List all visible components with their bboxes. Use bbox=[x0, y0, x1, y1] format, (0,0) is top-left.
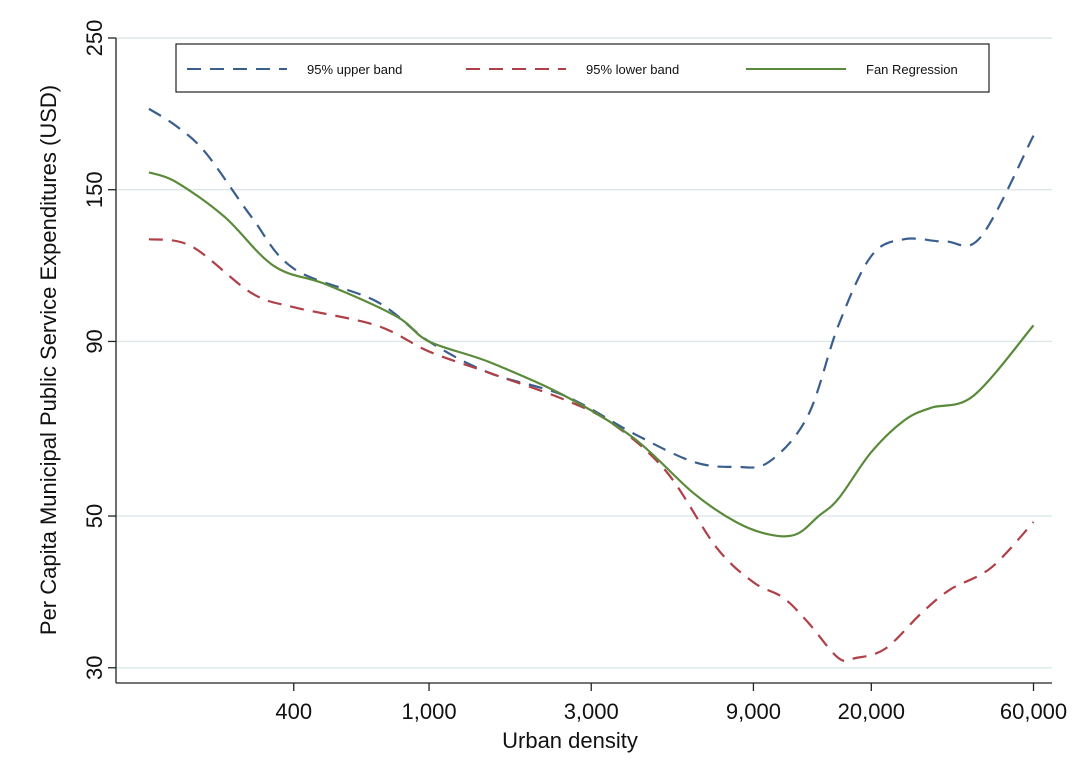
x-tick-label: 9,000 bbox=[726, 699, 781, 724]
y-axis-title: Per Capita Municipal Public Service Expe… bbox=[36, 85, 61, 635]
series-layer bbox=[148, 107, 1035, 663]
y-tick-label: 90 bbox=[82, 329, 107, 353]
y-tick-label: 50 bbox=[82, 504, 107, 528]
legend-box bbox=[175, 43, 990, 93]
series-line-fan-regression bbox=[148, 171, 1035, 538]
legend: 95% upper band 95% lower band Fan Regres… bbox=[175, 43, 990, 93]
y-tick-label: 30 bbox=[82, 656, 107, 680]
x-tick-label: 400 bbox=[275, 699, 312, 724]
legend-label-fan-regression: Fan Regression bbox=[866, 62, 958, 77]
y-tick-label: 250 bbox=[82, 20, 107, 57]
x-tick-label: 1,000 bbox=[402, 699, 457, 724]
series-line-upper-band bbox=[148, 107, 1035, 469]
x-tick-label: 60,000 bbox=[1000, 699, 1067, 724]
legend-label-upper-band: 95% upper band bbox=[307, 62, 402, 77]
x-tick-label: 3,000 bbox=[564, 699, 619, 724]
x-tick-label: 20,000 bbox=[838, 699, 905, 724]
x-axis-title: Urban density bbox=[502, 728, 638, 753]
tick-layer: 30 50 90 150 250 400 1,000 3,000 9,000 20,000 60,0… bbox=[82, 20, 1067, 724]
y-tick-label: 150 bbox=[82, 171, 107, 208]
grid-layer bbox=[116, 37, 1052, 669]
axis-layer bbox=[115, 38, 1052, 684]
legend-label-lower-band: 95% lower band bbox=[586, 62, 679, 77]
series-line-lower-band bbox=[148, 238, 1035, 663]
